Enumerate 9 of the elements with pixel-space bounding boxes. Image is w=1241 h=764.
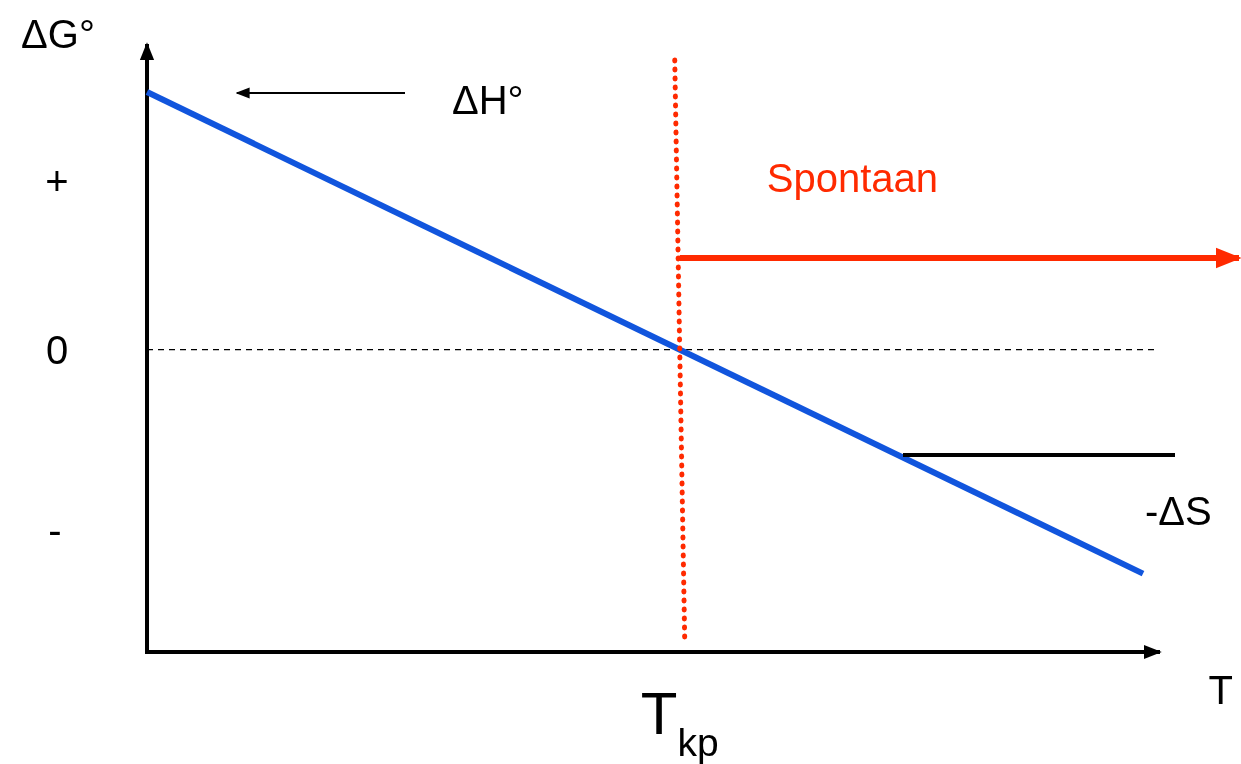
annotation: ΔH°	[452, 78, 524, 122]
annotation: +	[45, 158, 69, 203]
annotation: Spontaan	[766, 156, 939, 200]
annotation: -	[48, 507, 62, 552]
text: T$_{kp}$	[640, 680, 719, 764]
annotation: -ΔS	[1145, 489, 1212, 533]
x-axis-title: T	[1208, 668, 1233, 712]
y-axis-title: ΔG°	[21, 12, 95, 56]
annotation: 0	[45, 327, 69, 372]
